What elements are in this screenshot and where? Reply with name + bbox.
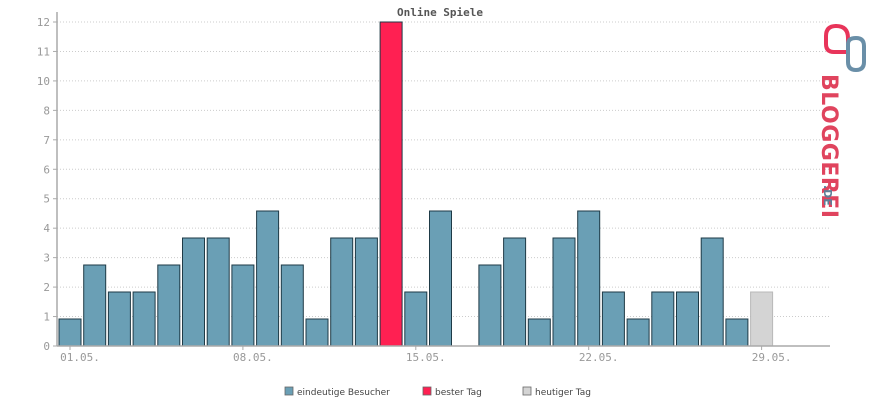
x-tick-label: 15.05. (406, 351, 446, 364)
x-tick-label: 08.05. (233, 351, 273, 364)
legend-label: eindeutige Besucher (297, 388, 390, 398)
bar (330, 237, 354, 347)
y-tick-label: 12 (37, 16, 50, 29)
y-tick-label: 10 (37, 75, 50, 88)
bar (478, 264, 502, 347)
y-tick-label: 8 (43, 104, 50, 117)
x-tick-label: 29.05. (752, 351, 792, 364)
bar (676, 291, 699, 347)
bar (280, 264, 304, 347)
axes (56, 12, 830, 347)
legend-swatch (522, 386, 532, 396)
bar (700, 237, 724, 347)
logo-mark-icon (824, 24, 866, 73)
bar (58, 318, 82, 347)
bar (503, 237, 527, 347)
bar (651, 291, 675, 347)
bar (725, 318, 749, 347)
y-tick-label: 5 (43, 193, 50, 206)
y-tick-label: 0 (43, 340, 50, 353)
bar (305, 318, 329, 347)
bar (577, 210, 601, 347)
bar (750, 291, 774, 347)
y-tick-label: 4 (43, 222, 50, 235)
bar (206, 237, 230, 347)
chart-title: Online Spiele (397, 6, 483, 19)
x-tick-label: 22.05. (579, 351, 619, 364)
bar (107, 291, 131, 347)
logo-suffix-text: .DE (821, 185, 834, 206)
logo-brand-text: BLOGGEREI (816, 74, 841, 219)
bar (83, 264, 107, 347)
bloggerei-logo: BLOGGEREI .DE (816, 24, 866, 219)
legend-label: heutiger Tag (535, 388, 591, 398)
bar (256, 210, 280, 347)
legend: eindeutige Besucher bester Tag heutiger Ta… (284, 386, 591, 398)
bar (404, 291, 428, 347)
bar (552, 237, 576, 347)
bar (601, 291, 625, 347)
legend-swatch (284, 386, 294, 396)
bar (429, 210, 452, 347)
y-tick-label: 7 (43, 134, 50, 147)
legend-label: bester Tag (435, 388, 482, 398)
y-tick-label: 1 (43, 311, 50, 324)
bar (354, 237, 378, 347)
bar-series (58, 21, 774, 347)
bar (157, 264, 181, 347)
x-tick-label: 01.05. (60, 351, 100, 364)
bar (231, 264, 255, 347)
bar (379, 21, 403, 347)
bar (182, 237, 205, 347)
bar (527, 318, 551, 347)
bar (626, 318, 650, 347)
y-tick-label: 11 (37, 45, 50, 58)
y-tick-label: 3 (43, 252, 50, 265)
x-axis-ticks: 01.05. 08.05. 15.05. 22.05. 29.05. (60, 346, 791, 364)
y-tick-label: 6 (43, 163, 50, 176)
bar (132, 291, 156, 347)
legend-swatch (422, 386, 432, 396)
y-tick-label: 2 (43, 281, 50, 294)
